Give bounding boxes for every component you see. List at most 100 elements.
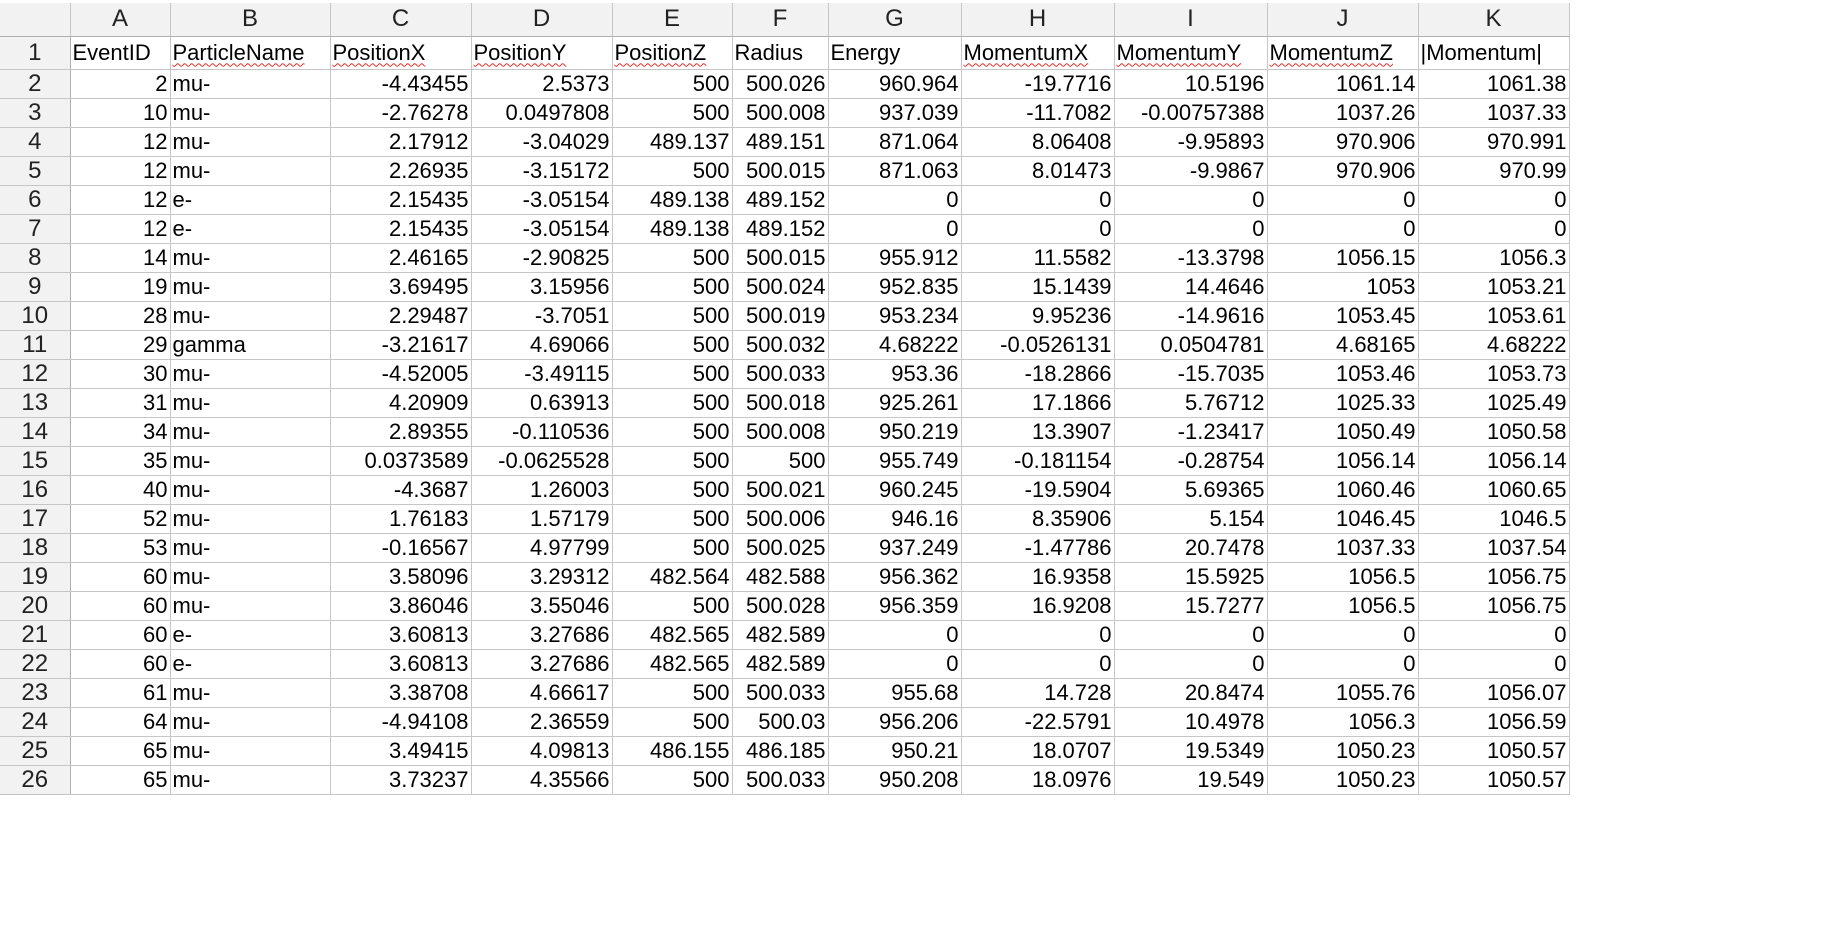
cell[interactable]: 2.26935 [330,156,472,186]
cell[interactable]: -3.49115 [471,359,613,389]
cell[interactable]: 8.01473 [961,156,1115,186]
cell[interactable]: 1056.14 [1418,446,1570,476]
cell[interactable]: e- [170,214,331,244]
row-header[interactable]: 4 [0,127,71,157]
cell[interactable]: 1061.14 [1267,69,1419,99]
cell[interactable]: -1.47786 [961,533,1115,563]
cell[interactable]: 28 [70,301,171,331]
cell[interactable]: 5.154 [1114,504,1268,534]
cell[interactable]: 937.249 [828,533,962,563]
row-header[interactable]: 17 [0,504,71,534]
cell[interactable]: 1053.73 [1418,359,1570,389]
cell[interactable]: 10 [70,98,171,128]
cell[interactable]: 3.86046 [330,591,472,621]
cell[interactable]: 1050.23 [1267,765,1419,795]
cell[interactable]: 1.57179 [471,504,613,534]
cell[interactable]: 1055.76 [1267,678,1419,708]
cell[interactable]: 1053.45 [1267,301,1419,331]
cell[interactable]: 4.66617 [471,678,613,708]
cell[interactable]: 956.206 [828,707,962,737]
cell[interactable]: 500 [612,765,733,795]
cell[interactable]: 60 [70,649,171,679]
header-cell[interactable]: MomentumZ [1267,36,1419,70]
cell[interactable]: -0.181154 [961,446,1115,476]
cell[interactable]: mu- [170,765,331,795]
row-header[interactable]: 16 [0,475,71,505]
cell[interactable]: 30 [70,359,171,389]
cell[interactable]: 500 [612,591,733,621]
cell[interactable]: 20.7478 [1114,533,1268,563]
cell[interactable]: 482.588 [732,562,829,592]
cell[interactable]: 1056.3 [1267,707,1419,737]
cell[interactable]: 1053.61 [1418,301,1570,331]
cell[interactable]: 500 [732,446,829,476]
cell[interactable]: e- [170,185,331,215]
cell[interactable]: 500.015 [732,243,829,273]
cell[interactable]: 0 [828,214,962,244]
cell[interactable]: 500.03 [732,707,829,737]
row-header[interactable]: 1 [0,36,71,70]
cell[interactable]: 4.09813 [471,736,613,766]
cell[interactable]: -2.76278 [330,98,472,128]
cell[interactable]: 1050.58 [1418,417,1570,447]
column-header-a[interactable]: A [70,3,171,37]
cell[interactable]: 0 [961,185,1115,215]
cell[interactable]: 19.549 [1114,765,1268,795]
cell[interactable]: 60 [70,562,171,592]
row-header[interactable]: 19 [0,562,71,592]
cell[interactable]: 500 [612,707,733,737]
cell[interactable]: 1037.33 [1267,533,1419,563]
cell[interactable]: 4.69066 [471,330,613,360]
cell[interactable]: 0 [1114,620,1268,650]
cell[interactable]: 500 [612,388,733,418]
row-header[interactable]: 8 [0,243,71,273]
row-header[interactable]: 14 [0,417,71,447]
cell[interactable]: -3.21617 [330,330,472,360]
cell[interactable]: 0 [1267,185,1419,215]
cell[interactable]: -14.9616 [1114,301,1268,331]
header-cell[interactable]: Radius [732,36,829,70]
column-header-j[interactable]: J [1267,3,1419,37]
cell[interactable]: mu- [170,359,331,389]
row-header[interactable]: 23 [0,678,71,708]
cell[interactable]: 1050.23 [1267,736,1419,766]
cell[interactable]: 489.137 [612,127,733,157]
cell[interactable]: 3.73237 [330,765,472,795]
cell[interactable]: 64 [70,707,171,737]
column-header-d[interactable]: D [471,3,613,37]
cell[interactable]: 3.15956 [471,272,613,302]
row-header[interactable]: 18 [0,533,71,563]
cell[interactable]: 4.68165 [1267,330,1419,360]
cell[interactable]: 0 [828,649,962,679]
cell[interactable]: 955.68 [828,678,962,708]
cell[interactable]: 500.025 [732,533,829,563]
cell[interactable]: 2.29487 [330,301,472,331]
cell[interactable]: -13.3798 [1114,243,1268,273]
cell[interactable]: 970.99 [1418,156,1570,186]
cell[interactable]: 482.565 [612,649,733,679]
cell[interactable]: 3.29312 [471,562,613,592]
cell[interactable]: e- [170,649,331,679]
cell[interactable]: 500.033 [732,359,829,389]
header-cell[interactable]: ParticleName [170,36,331,70]
cell[interactable]: 0 [1267,649,1419,679]
row-header[interactable]: 13 [0,388,71,418]
cell[interactable]: 4.20909 [330,388,472,418]
cell[interactable]: -0.0625528 [471,446,613,476]
cell[interactable]: 482.565 [612,620,733,650]
cell[interactable]: 489.152 [732,214,829,244]
cell[interactable]: -19.5904 [961,475,1115,505]
cell[interactable]: 52 [70,504,171,534]
row-header[interactable]: 11 [0,330,71,360]
cell[interactable]: 15.5925 [1114,562,1268,592]
cell[interactable]: gamma [170,330,331,360]
cell[interactable]: 19.5349 [1114,736,1268,766]
cell[interactable]: 0.0497808 [471,98,613,128]
cell[interactable]: 0.0373589 [330,446,472,476]
cell[interactable]: 500.021 [732,475,829,505]
cell[interactable]: mu- [170,69,331,99]
cell[interactable]: -15.7035 [1114,359,1268,389]
cell[interactable]: 950.208 [828,765,962,795]
cell[interactable]: 1025.49 [1418,388,1570,418]
cell[interactable]: 0.0504781 [1114,330,1268,360]
